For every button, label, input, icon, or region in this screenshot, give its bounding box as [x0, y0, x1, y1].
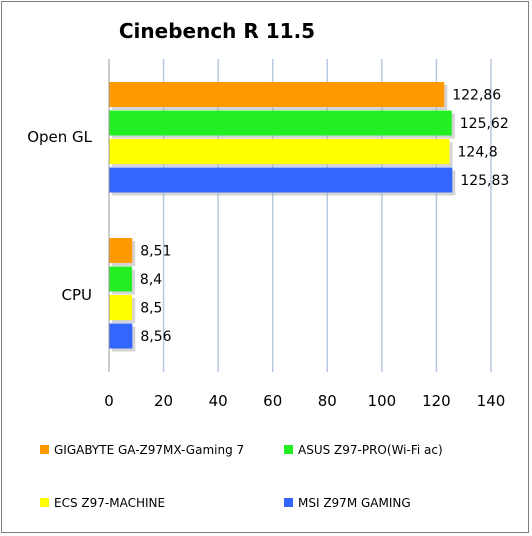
bar: [109, 110, 452, 136]
legend-swatch: [284, 445, 293, 454]
bar: [109, 323, 133, 349]
bar: [109, 167, 453, 193]
legend-label: ASUS Z97-PRO(Wi-Fi ac): [298, 443, 443, 457]
legend: GIGABYTE GA-Z97MX-Gaming 7 ASUS Z97-PRO(W…: [40, 443, 443, 510]
bar: [109, 238, 133, 263]
data-label: 125,62: [460, 116, 509, 132]
x-tick-label: 80: [318, 392, 337, 410]
x-tick-label: 0: [104, 392, 114, 410]
data-label: 8,56: [140, 329, 171, 345]
bar: [109, 266, 132, 292]
axes: 0 20 40 60 80 100 120 140 Open GL CPU: [27, 59, 505, 410]
chart-title: Cinebench R 11.5: [119, 19, 315, 43]
legend-swatch: [40, 445, 49, 454]
data-label: 125,83: [460, 173, 509, 189]
x-tick-label: 40: [209, 392, 228, 410]
legend-swatch: [284, 498, 293, 507]
data-label: 8,51: [140, 244, 171, 260]
data-label: 124,8: [458, 145, 498, 161]
legend-label: ECS Z97-MACHINE: [54, 496, 165, 510]
data-label: 8,5: [140, 301, 162, 317]
data-label: 8,4: [140, 272, 162, 288]
x-tick-label: 140: [477, 392, 506, 410]
legend-label: GIGABYTE GA-Z97MX-Gaming 7: [54, 443, 244, 457]
x-tick-label: 120: [422, 392, 451, 410]
bar: [109, 295, 133, 320]
legend-swatch: [40, 498, 49, 507]
bar: [109, 139, 450, 164]
bars: 122,86 125,62 124,8 125,83 8,51 8,4 8,5 8,56: [109, 82, 509, 352]
legend-label: MSI Z97M GAMING: [298, 496, 411, 510]
category-label: Open GL: [27, 128, 92, 146]
category-label: CPU: [62, 286, 93, 304]
data-label: 122,86: [452, 88, 501, 104]
x-tick-label: 60: [263, 392, 282, 410]
x-tick-label: 100: [368, 392, 397, 410]
x-tick-label: 20: [154, 392, 173, 410]
bar: [109, 82, 445, 107]
